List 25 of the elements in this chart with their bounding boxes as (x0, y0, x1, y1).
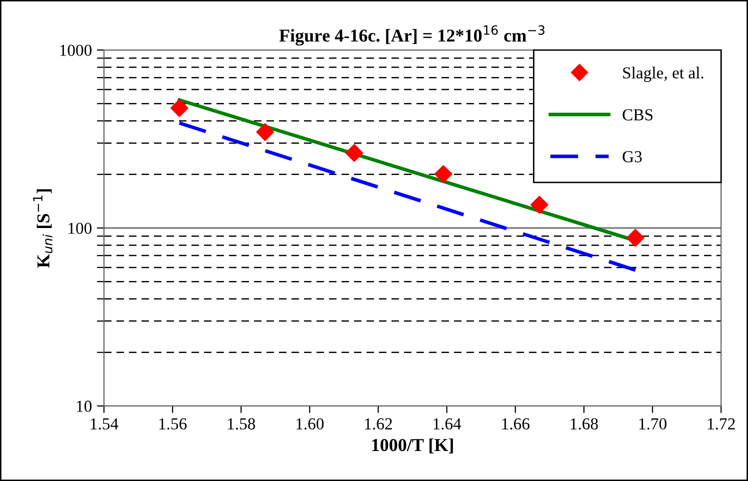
x-tick-label: 1.66 (502, 418, 530, 430)
y-tick-label: 10 (76, 400, 92, 412)
x-tick-label: 1.56 (159, 418, 187, 430)
point (345, 144, 364, 162)
legend-label: CBS (622, 109, 652, 120)
x-tick-label: 1.64 (434, 418, 462, 430)
x-tick-label: 1.60 (296, 418, 324, 430)
point (626, 228, 644, 247)
x-axis-title: 1000/T [K] (372, 438, 453, 454)
y-tick-label: 1000 (60, 44, 92, 56)
y-tick-label: 100 (68, 222, 92, 234)
x-tick-label: 1.72 (708, 418, 735, 430)
point (434, 165, 452, 183)
x-tick-label: 1.54 (90, 418, 118, 430)
legend-label: G3 (622, 151, 642, 162)
chart-title: Figure 4-16c. [Ar] = 12*10$^{16}$ cm$^{−3}$ (279, 25, 544, 46)
point (256, 123, 274, 141)
x-tick-label: 1.70 (639, 418, 666, 430)
point (530, 196, 548, 214)
x-tick-label: 1.58 (228, 418, 256, 430)
x-tick-label: 1.68 (570, 418, 598, 430)
x-tick-label: 1.62 (365, 418, 392, 430)
y-axis-title: K$_{uni}$ [S$^{−1}$] (33, 189, 52, 268)
point (170, 99, 188, 117)
legend-label: Slagle, et al. (623, 66, 704, 82)
